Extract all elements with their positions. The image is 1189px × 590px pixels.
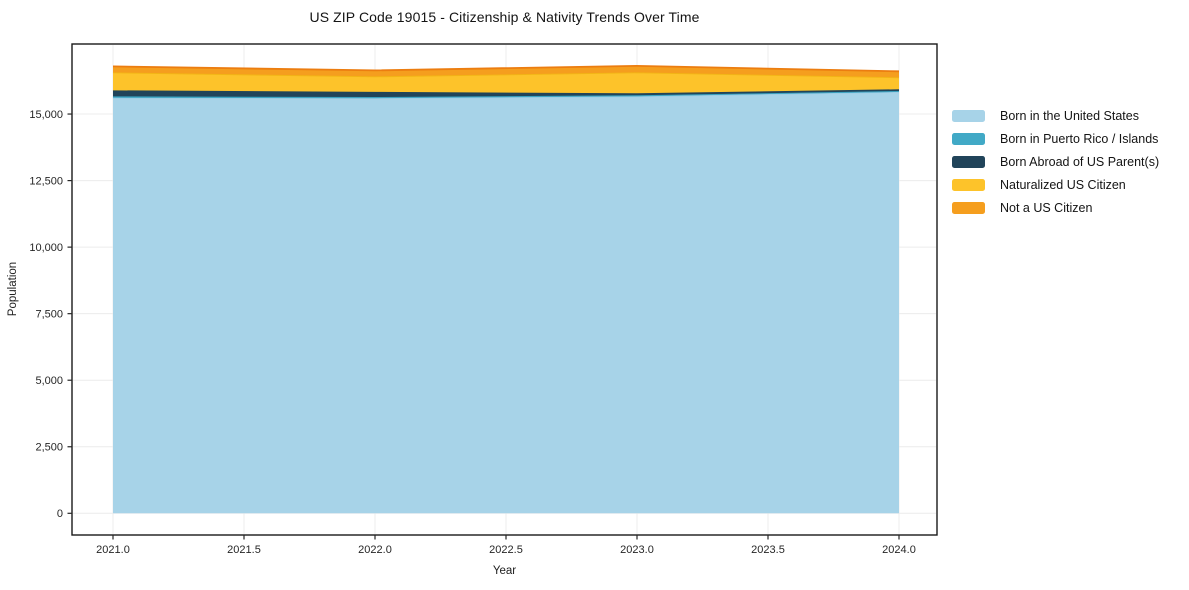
x-axis-label: Year	[492, 565, 517, 577]
legend-item-2: Born Abroad of US Parent(s)	[952, 150, 1159, 173]
legend-swatch-icon	[952, 201, 985, 214]
x-tick-label: 2021.0	[96, 544, 130, 556]
area-series-4	[113, 65, 899, 78]
x-tick-label: 2022.5	[489, 544, 523, 556]
y-axis-label: Population	[7, 261, 19, 317]
y-tick-label: 10,000	[29, 242, 63, 254]
legend-item-1: Born in Puerto Rico / Islands	[952, 127, 1159, 150]
plot-border	[71, 43, 938, 536]
legend-swatch-icon	[952, 178, 985, 191]
area-series-0	[113, 91, 899, 514]
x-tick-label: 2021.5	[227, 544, 261, 556]
legend-item-4: Not a US Citizen	[952, 196, 1159, 219]
chart-title: US ZIP Code 19015 - Citizenship & Nativi…	[309, 9, 700, 25]
y-tick-label: 0	[57, 508, 63, 520]
legend-swatch-icon	[952, 132, 985, 145]
legend-item-3: Naturalized US Citizen	[952, 173, 1159, 196]
y-tick-label: 15,000	[29, 109, 63, 121]
x-tick-label: 2023.5	[751, 544, 785, 556]
legend: Born in the United States Born in Puerto …	[952, 104, 1159, 219]
x-tick-label: 2022.0	[358, 544, 392, 556]
y-tick-label: 2,500	[35, 442, 63, 454]
legend-label: Naturalized US Citizen	[1000, 177, 1126, 192]
legend-label: Not a US Citizen	[1000, 200, 1093, 215]
y-tick-label: 12,500	[29, 175, 63, 187]
y-tick-label: 5,000	[35, 375, 63, 387]
legend-swatch-icon	[952, 155, 985, 168]
area-series-3	[113, 72, 899, 94]
legend-label: Born in the United States	[1000, 108, 1139, 123]
legend-label: Born Abroad of US Parent(s)	[1000, 154, 1160, 169]
legend-item-0: Born in the United States	[952, 104, 1159, 127]
legend-swatch-icon	[952, 109, 985, 122]
x-tick-label: 2023.0	[620, 544, 654, 556]
y-tick-label: 7,500	[35, 308, 63, 320]
legend-label: Born in Puerto Rico / Islands	[1000, 131, 1159, 146]
area-topline-series-4	[112, 64, 900, 73]
x-tick-label: 2024.0	[882, 544, 916, 556]
